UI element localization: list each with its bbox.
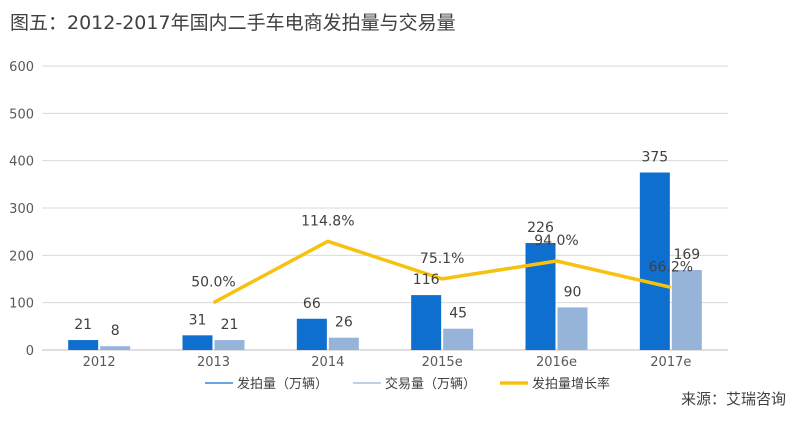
bar-auction (525, 243, 556, 350)
bar-data-label: 8 (111, 323, 120, 339)
bar-data-label: 66 (303, 296, 321, 312)
bar-deal (100, 346, 131, 350)
y-tick-label: 600 (9, 60, 34, 75)
bar-auction (639, 172, 670, 350)
growth-line-path (212, 239, 672, 305)
y-tick-label: 500 (9, 107, 34, 122)
x-tick-label: 2017e (650, 355, 691, 370)
line-data-label: 94.0% (534, 233, 578, 249)
growth-line (212, 239, 672, 305)
bar-data-label: 375 (641, 150, 668, 166)
x-axis-ticks: 2012 2013 2014 2015e 2016e 2017e (83, 355, 692, 370)
bar-auction (296, 318, 327, 350)
source-note: 来源：艾瑞咨询 (680, 390, 786, 408)
legend-item: 交易量（万辆） (353, 376, 476, 392)
line-data-label: 114.8% (301, 213, 354, 229)
bar-data-label: 45 (449, 306, 467, 322)
legend-item: 发拍量（万辆） (205, 376, 328, 392)
y-tick-label: 400 (9, 155, 34, 170)
bar-deal (214, 340, 245, 350)
y-tick-label: 200 (9, 249, 34, 264)
legend-label: 发拍量（万辆） (237, 376, 328, 392)
grid-lines (42, 65, 728, 351)
bar-data-label: 226 (527, 220, 554, 236)
bar-auction (182, 335, 213, 350)
bar-data-label: 31 (189, 312, 207, 328)
data-labels: 21 8 31 21 66 26 116 45 226 90 375 169 50.0% 114.8% 75… (74, 150, 700, 340)
legend-item: 发拍量增长率 (500, 376, 610, 392)
bar-auction (411, 295, 442, 350)
line-data-label: 50.0% (191, 275, 235, 291)
bar-auction (68, 340, 99, 350)
bar-deal (557, 307, 588, 350)
y-tick-label: 300 (9, 202, 34, 217)
y-tick-label: 0 (26, 344, 34, 359)
legend: 发拍量（万辆） 交易量（万辆） 发拍量增长率 (205, 376, 610, 392)
bar-deal (443, 328, 474, 350)
chart-title: 图五：2012-2017年国内二手车电商发拍量与交易量 (10, 12, 456, 34)
bar-data-label: 116 (413, 272, 440, 288)
legend-label: 发拍量增长率 (532, 376, 610, 392)
y-axis-ticks: 0 100 200 300 400 500 600 (9, 60, 34, 359)
bar-data-label: 90 (564, 284, 582, 300)
bar-data-label: 21 (221, 317, 239, 333)
line-data-label: 75.1% (420, 251, 464, 267)
x-tick-label: 2015e (422, 355, 463, 370)
x-tick-label: 2012 (83, 355, 116, 370)
line-data-label: 66.2% (649, 259, 693, 275)
bar-data-label: 21 (74, 317, 92, 333)
bar-data-label: 26 (335, 315, 353, 331)
y-tick-label: 100 (9, 297, 34, 312)
x-tick-label: 2016e (536, 355, 577, 370)
bar-deal (671, 270, 702, 350)
legend-label: 交易量（万辆） (385, 376, 476, 392)
x-tick-label: 2014 (311, 355, 344, 370)
x-tick-label: 2013 (197, 355, 230, 370)
bar-data-label: 169 (673, 247, 700, 263)
bar-deal (328, 337, 359, 350)
